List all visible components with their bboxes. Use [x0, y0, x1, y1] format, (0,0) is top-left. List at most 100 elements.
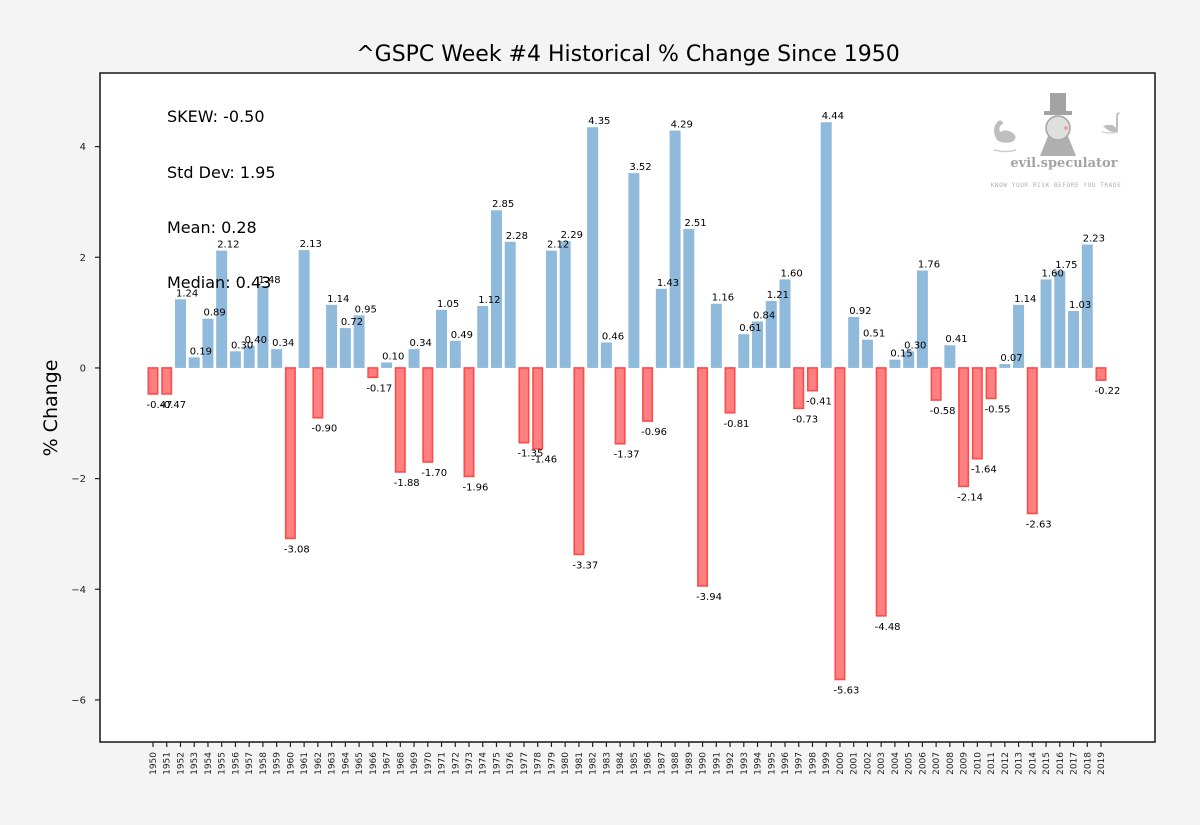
- bar-value-label-1951: -0.47: [160, 400, 186, 411]
- x-tick-label-1981: 1981: [575, 752, 585, 775]
- bar-1992: [724, 367, 736, 414]
- bar-1988: [669, 130, 681, 368]
- x-tick-label-1983: 1983: [602, 752, 612, 775]
- bar-1962: [312, 367, 324, 419]
- bar-1957: [243, 345, 255, 368]
- x-tick-label-1958: 1958: [259, 752, 269, 775]
- bar-value-label-1960: -3.08: [284, 544, 310, 555]
- bar-1974: [477, 305, 489, 368]
- bar-value-label-1971: 1.05: [437, 299, 459, 310]
- bar-value-label-1967: 0.10: [382, 351, 404, 362]
- x-tick-label-1963: 1963: [328, 752, 338, 775]
- bar-2018: [1081, 244, 1093, 368]
- x-tick-label-2008: 2008: [946, 752, 956, 775]
- x-tick-label-1970: 1970: [424, 752, 434, 775]
- bar-1955: [216, 250, 228, 368]
- mean-annotation: Mean: 0.28: [167, 218, 257, 237]
- x-tick-label-1978: 1978: [534, 752, 544, 775]
- bar-2007: [930, 367, 942, 401]
- x-tick-label-1990: 1990: [699, 752, 709, 775]
- bar-2003: [875, 367, 887, 617]
- x-tick-label-1989: 1989: [685, 752, 695, 775]
- bar-1985: [628, 173, 640, 368]
- bar-1998: [806, 367, 818, 392]
- bar-value-label-1985: 3.52: [629, 162, 651, 173]
- bar-value-label-1957: 0.40: [245, 335, 267, 346]
- x-tick-label-1999: 1999: [822, 752, 832, 775]
- bar-value-label-2010: -1.64: [971, 465, 997, 476]
- bar-1979: [545, 250, 557, 368]
- watermark-brand: evil.speculator: [1010, 156, 1117, 171]
- x-tick-label-1968: 1968: [396, 752, 406, 775]
- bar-value-label-1953: 0.19: [190, 346, 212, 357]
- bar-value-label-1977: -1.35: [517, 449, 543, 460]
- bar-1987: [655, 288, 667, 368]
- bar-1966: [367, 367, 379, 379]
- bar-1969: [408, 349, 420, 368]
- x-tick-label-2001: 2001: [850, 752, 860, 775]
- bar-value-label-1956: 0.30: [231, 340, 253, 351]
- bar-value-label-1994: 0.84: [753, 310, 775, 321]
- y-axis: 4 2 0 −2 −4 −6: [71, 142, 100, 706]
- x-tick-label-1982: 1982: [589, 752, 599, 775]
- bar-value-label-1992: -0.81: [724, 419, 750, 430]
- bar-1965: [353, 315, 365, 368]
- bar-value-label-1955: 2.12: [217, 240, 239, 251]
- bar-2005: [903, 351, 915, 368]
- bar-1986: [642, 367, 654, 422]
- x-tick-label-1972: 1972: [451, 752, 461, 775]
- bar-2002: [861, 339, 873, 368]
- bar-value-label-2000: -5.63: [833, 685, 859, 696]
- bar-2001: [848, 317, 860, 368]
- x-tick-label-1952: 1952: [176, 752, 186, 775]
- x-tick-label-1971: 1971: [438, 752, 448, 775]
- bar-value-label-2001: 0.92: [849, 306, 871, 317]
- bar-value-label-1952: 1.24: [176, 288, 198, 299]
- x-tick-label-1967: 1967: [383, 752, 393, 775]
- x-tick-label-2004: 2004: [891, 752, 901, 775]
- bar-1982: [587, 127, 599, 368]
- bar-value-label-2011: -0.55: [985, 404, 1011, 415]
- bar-value-label-1976: 2.28: [506, 231, 528, 242]
- bar-1951: [161, 367, 173, 395]
- bar-1976: [504, 241, 516, 368]
- skew-annotation: SKEW: -0.50: [167, 107, 265, 126]
- bar-2016: [1054, 271, 1066, 368]
- x-tick-label-1997: 1997: [795, 752, 805, 775]
- bar-value-label-2014: -2.63: [1026, 519, 1052, 530]
- x-tick-label-1964: 1964: [341, 752, 351, 775]
- bar-2006: [916, 270, 928, 368]
- bar-2004: [889, 359, 901, 368]
- bar-1953: [188, 357, 200, 368]
- bar-value-label-2007: -0.58: [930, 406, 956, 417]
- x-tick-label-1953: 1953: [190, 752, 200, 775]
- x-tick-label-1984: 1984: [616, 752, 626, 775]
- bar-1971: [436, 309, 448, 368]
- x-tick-label-2018: 2018: [1083, 752, 1093, 775]
- x-tick-label-1979: 1979: [547, 752, 557, 775]
- bar-2011: [985, 367, 997, 400]
- bar-value-label-1999: 4.44: [822, 111, 844, 122]
- bar-1961: [298, 250, 310, 368]
- bar-value-label-1995: 1.21: [767, 290, 789, 301]
- x-tick-label-1955: 1955: [218, 752, 228, 775]
- bar-1972: [449, 340, 461, 368]
- bar-value-label-2009: -2.14: [957, 492, 983, 503]
- bar-value-label-1988: 4.29: [671, 120, 693, 131]
- watermark-logo: evil.speculator KNOW YOUR RISK BEFORE YO…: [991, 93, 1121, 189]
- x-tick-label-2002: 2002: [863, 752, 873, 775]
- x-tick-label-2003: 2003: [877, 752, 887, 775]
- stats-annotations: SKEW: -0.50 Std Dev: 1.95 Mean: 0.28 Med…: [167, 107, 276, 292]
- bar-1977: [518, 367, 530, 444]
- bar-1983: [600, 342, 612, 368]
- x-tick-label-1988: 1988: [671, 752, 681, 775]
- bar-value-label-1987: 1.43: [657, 278, 679, 289]
- x-tick-label-2011: 2011: [987, 752, 997, 775]
- bar-value-label-1962: -0.90: [311, 424, 337, 435]
- bar-value-label-1998: -0.41: [806, 397, 832, 408]
- x-tick-label-1976: 1976: [506, 752, 516, 775]
- x-tick-label-1974: 1974: [479, 752, 489, 775]
- x-tick-label-1994: 1994: [754, 752, 764, 775]
- bar-2010: [971, 367, 983, 460]
- x-tick-label-1965: 1965: [355, 752, 365, 775]
